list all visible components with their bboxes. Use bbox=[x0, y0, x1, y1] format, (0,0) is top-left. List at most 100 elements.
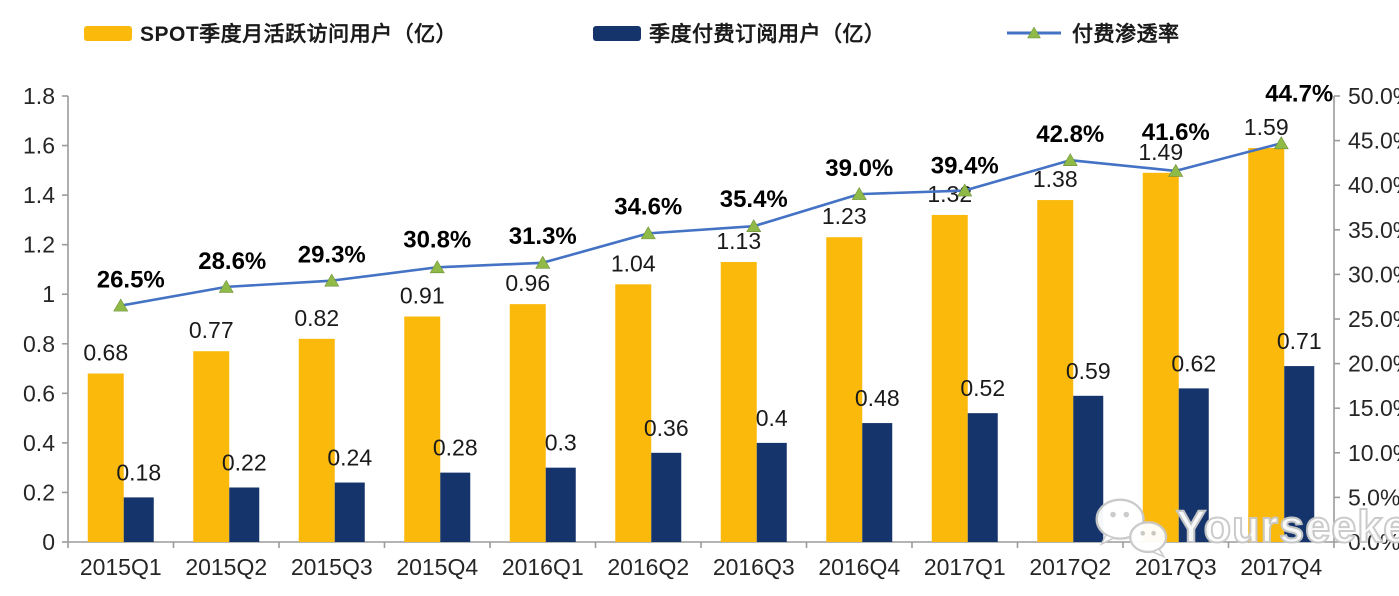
subs-bar bbox=[862, 423, 893, 542]
wechat-icon bbox=[1095, 498, 1168, 559]
penetration-pct-label: 39.4% bbox=[931, 153, 999, 180]
watermark: Yourseeker bbox=[1092, 494, 1399, 560]
mau-bar bbox=[1037, 200, 1074, 543]
subs-bar bbox=[756, 442, 787, 542]
x-category-label: 2015Q3 bbox=[291, 554, 373, 580]
x-category-label: 2016Q3 bbox=[713, 554, 795, 580]
x-category-label: 2016Q4 bbox=[818, 554, 900, 580]
right-axis-tick-label: 35.0% bbox=[1348, 217, 1399, 243]
penetration-pct-label: 30.8% bbox=[403, 226, 471, 253]
left-axis-tick-label: 0 bbox=[42, 529, 55, 555]
subs-bar bbox=[1284, 366, 1315, 542]
penetration-pct-label: 42.8% bbox=[1036, 121, 1104, 148]
penetration-marker bbox=[851, 187, 867, 200]
subs-value-label: 0.22 bbox=[222, 449, 267, 475]
penetration-pct-label: 35.4% bbox=[720, 186, 788, 213]
penetration-marker bbox=[113, 298, 129, 312]
left-axis-tick-label: 1.4 bbox=[23, 182, 55, 208]
subs-value-label: 0.48 bbox=[855, 385, 900, 411]
legend-item-subs: 季度付费订阅用户（亿） bbox=[593, 20, 886, 46]
subs-value-label: 0.24 bbox=[327, 445, 372, 471]
mau-value-label: 1.49 bbox=[1138, 139, 1183, 165]
left-axis-tick-label: 0.4 bbox=[23, 430, 55, 456]
mau-value-label: 1.04 bbox=[611, 250, 656, 276]
right-axis-tick-label: 10.0% bbox=[1348, 440, 1399, 466]
penetration-marker bbox=[535, 255, 551, 269]
penetration-marker bbox=[1273, 136, 1289, 150]
x-category-label: 2015Q4 bbox=[396, 554, 478, 580]
penetration-pct-label: 28.6% bbox=[198, 248, 266, 275]
penetration-pct-label: 31.3% bbox=[509, 223, 577, 250]
x-category-label: 2016Q1 bbox=[502, 554, 584, 580]
subs-value-label: 0.52 bbox=[960, 375, 1005, 401]
subs-bar bbox=[545, 467, 576, 542]
left-axis-tick-label: 0.8 bbox=[23, 331, 55, 357]
x-category-label: 2017Q4 bbox=[1240, 554, 1322, 580]
penetration-pct-label: 29.3% bbox=[298, 242, 366, 269]
left-axis-tick-label: 0.6 bbox=[23, 380, 55, 406]
mau-bar bbox=[509, 304, 546, 542]
left-axis-tick-label: 0.2 bbox=[23, 479, 55, 505]
mau-bar bbox=[298, 338, 335, 542]
right-axis-tick-label: 50.0% bbox=[1348, 83, 1399, 109]
subs-value-label: 0.4 bbox=[756, 405, 788, 431]
x-category-label: 2017Q1 bbox=[924, 554, 1006, 580]
penetration-marker bbox=[218, 279, 234, 293]
x-category-label: 2017Q3 bbox=[1135, 554, 1217, 580]
mau-bar bbox=[826, 237, 863, 542]
mau-bar bbox=[1248, 148, 1285, 543]
mau-value-label: 0.77 bbox=[189, 317, 234, 343]
mau-bar bbox=[193, 351, 230, 542]
penetration-pct-label: 34.6% bbox=[614, 193, 682, 220]
penetration-marker bbox=[1168, 163, 1184, 177]
legend-label-penetration: 付费渗透率 bbox=[1072, 23, 1180, 46]
right-axis-tick-label: 0.0% bbox=[1348, 529, 1399, 555]
x-category-label: 2017Q2 bbox=[1029, 554, 1111, 580]
legend-label-subs: 季度付费订阅用户（亿） bbox=[649, 23, 886, 46]
subs-value-label: 0.59 bbox=[1066, 358, 1111, 384]
penetration-marker bbox=[957, 183, 973, 197]
mau-value-label: 1.23 bbox=[822, 203, 867, 229]
x-category-label: 2015Q2 bbox=[185, 554, 267, 580]
watermark-text: Yourseeker bbox=[1175, 500, 1399, 553]
mau-value-label: 1.13 bbox=[716, 228, 761, 254]
x-category-label: 2016Q2 bbox=[607, 554, 689, 580]
mau-value-label: 0.96 bbox=[505, 270, 550, 296]
penetration-line bbox=[120, 142, 1282, 307]
penetration-marker bbox=[640, 226, 656, 240]
right-axis-tick-label: 45.0% bbox=[1348, 128, 1399, 154]
right-axis-tick-label: 20.0% bbox=[1348, 351, 1399, 377]
x-category-label: 2015Q1 bbox=[80, 554, 162, 580]
left-axis-tick-label: 1.8 bbox=[23, 83, 55, 109]
subs-bar bbox=[334, 482, 365, 542]
subs-value-label: 0.3 bbox=[545, 430, 577, 456]
penetration-marker bbox=[324, 273, 340, 287]
penetration-pct-label: 41.6% bbox=[1142, 119, 1210, 146]
left-axis-tick-label: 1 bbox=[42, 281, 55, 307]
mau-bar bbox=[931, 214, 968, 542]
legend-swatch-subs-icon bbox=[593, 25, 641, 41]
right-axis-tick-label: 25.0% bbox=[1348, 306, 1399, 332]
subs-bar bbox=[229, 487, 260, 542]
subs-bar bbox=[123, 497, 154, 542]
left-axis-tick-label: 1.6 bbox=[23, 133, 55, 159]
subs-bar bbox=[651, 452, 682, 542]
mau-value-label: 0.91 bbox=[400, 283, 445, 309]
mau-bar bbox=[1142, 172, 1179, 543]
mau-value-label: 1.38 bbox=[1033, 166, 1078, 192]
mau-bar bbox=[720, 262, 757, 542]
legend-swatch-mau-icon bbox=[84, 25, 132, 41]
subs-value-label: 0.18 bbox=[116, 459, 161, 485]
mau-value-label: 1.59 bbox=[1244, 114, 1289, 140]
penetration-marker bbox=[429, 260, 445, 274]
legend: SPOT季度月活跃访问用户（亿） 季度付费订阅用户（亿） 付费渗透率 bbox=[0, 0, 1399, 60]
legend-label-mau: SPOT季度月活跃访问用户（亿） bbox=[140, 23, 458, 46]
subs-bar bbox=[1178, 388, 1209, 542]
penetration-marker bbox=[1062, 153, 1078, 167]
penetration-pct-label: 44.7% bbox=[1265, 80, 1333, 107]
mau-bar bbox=[87, 373, 124, 542]
penetration-marker bbox=[746, 219, 762, 233]
penetration-pct-label: 26.5% bbox=[97, 267, 165, 294]
